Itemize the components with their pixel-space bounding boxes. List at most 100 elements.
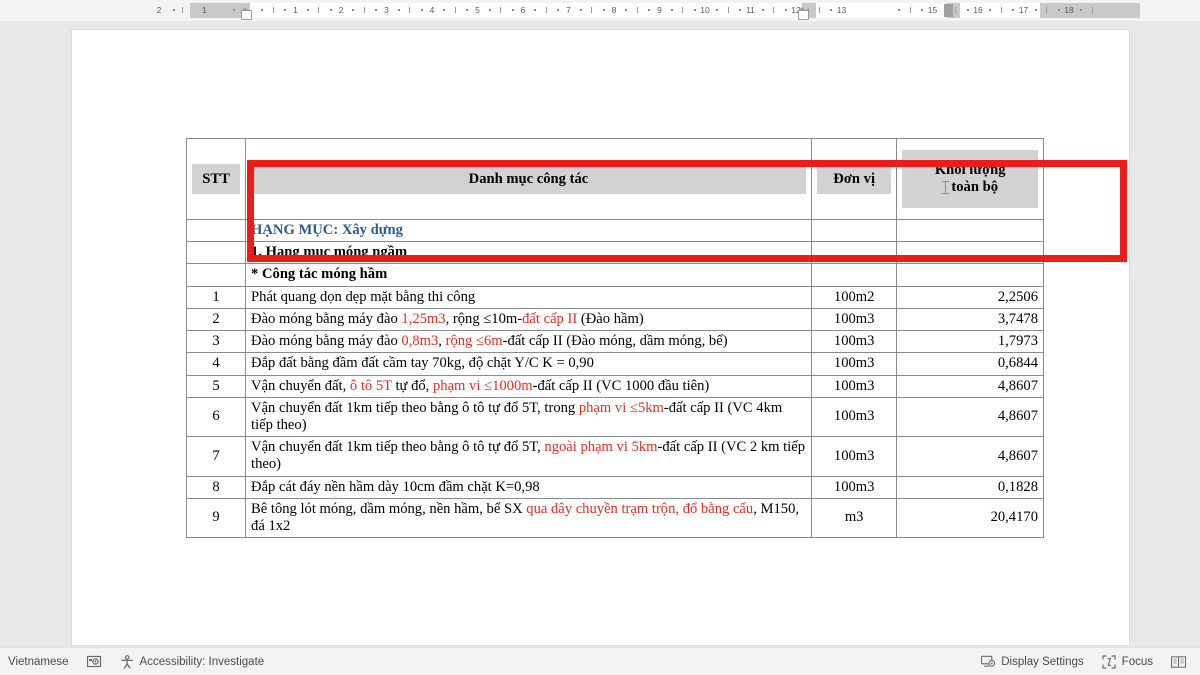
description-text-run: phạm vi ≤5km <box>578 399 664 416</box>
table-row[interactable]: 1 Phát quang dọn dẹp mặt bằng thi công 100… <box>185 285 1044 309</box>
ruler-tick-marks: 2 1 1 2 3 4 5 6 7 8 9 10 11 12 13 15 16 17 18 <box>0 0 1200 21</box>
table-row[interactable]: HẠNG MỤC: Xây dựng <box>185 218 1044 243</box>
language-label: Vietnamese <box>8 655 69 668</box>
accessibility-button[interactable]: Accessibility: Investigate <box>120 654 265 669</box>
cell-description[interactable]: Vận chuyển đất 1km tiếp theo bằng ô tô t… <box>245 436 812 477</box>
description-text-run: đất cấp II <box>522 310 578 327</box>
description-text-run: -đất cấp II (VC 1000 đầu tiên) <box>532 377 710 394</box>
cell-stt[interactable]: 8 <box>185 475 247 499</box>
header-cell-stt[interactable]: STT <box>185 138 247 220</box>
ruler-left-margin-zone <box>190 3 250 18</box>
description-text-run: 1. Hạng mục móng ngầm <box>251 244 408 261</box>
document-page[interactable]: STT Danh mục công tác Đơn vị Khối lượng <box>72 30 1129 645</box>
description-text-run: Vận chuyển đất 1km tiếp theo bằng ô tô t… <box>251 439 545 456</box>
cell-description[interactable]: Đào móng bằng máy đào 1,25m3, rộng ≤10m-… <box>245 307 812 332</box>
cell-unit[interactable]: 100m3 <box>810 396 898 438</box>
cell-description[interactable]: Vận chuyển đất 1km tiếp theo bằng ô tô t… <box>245 396 812 438</box>
cell-description[interactable]: * Công tác móng hầm <box>245 263 812 287</box>
read-mode-icon <box>1171 654 1186 669</box>
cell-stt[interactable] <box>185 218 247 243</box>
ruler-page-zone-c <box>960 3 1040 18</box>
cell-unit[interactable]: 100m3 <box>810 475 898 499</box>
left-indent-marker[interactable] <box>798 7 809 20</box>
cell-quantity[interactable]: 2,2506 <box>896 285 1044 309</box>
cell-quantity[interactable]: 3,7478 <box>896 307 1044 332</box>
accessibility-label: Accessibility: Investigate <box>139 655 265 668</box>
table-row[interactable]: 1. Hạng mục móng ngầm <box>185 241 1044 265</box>
header-unit-label: Đơn vị <box>816 164 892 194</box>
table-row[interactable]: 6 Vận chuyển đất 1km tiếp theo bằng ô tô … <box>185 396 1044 438</box>
cell-unit[interactable] <box>810 241 898 265</box>
display-settings-label: Display Settings <box>1001 655 1084 668</box>
cell-stt[interactable] <box>185 263 247 287</box>
cell-quantity[interactable]: 4,8607 <box>896 436 1044 477</box>
cell-unit[interactable]: 100m3 <box>810 352 898 376</box>
cell-stt[interactable]: 7 <box>185 436 247 477</box>
cell-unit[interactable]: m3 <box>810 497 898 539</box>
cell-quantity[interactable]: 0,1828 <box>896 475 1044 499</box>
table-row[interactable]: 5 Vận chuyển đất, ô tô 5T tự đổ, phạm vi … <box>185 374 1044 398</box>
table-row[interactable]: * Công tác móng hầm <box>185 263 1044 287</box>
description-text-run: rộng ≤6m <box>445 333 503 350</box>
cell-description[interactable]: Vận chuyển đất, ô tô 5T tự đổ, phạm vi ≤… <box>245 374 812 398</box>
display-settings-button[interactable]: Display Settings <box>981 654 1084 669</box>
cell-description[interactable]: 1. Hạng mục móng ngầm <box>245 241 812 265</box>
focus-label: Focus <box>1121 655 1153 668</box>
header-cell-unit[interactable]: Đơn vị <box>810 138 898 220</box>
cell-quantity[interactable]: 4,8607 <box>896 374 1044 398</box>
cell-stt[interactable] <box>185 241 247 265</box>
cell-stt[interactable]: 2 <box>185 307 247 332</box>
table-row[interactable]: 4 Đắp đất bằng đầm đất cầm tay 70kg, độ c… <box>185 352 1044 376</box>
table-row[interactable]: 8 Đắp cát đáy nền hầm dày 10cm đầm chặt K… <box>185 475 1044 499</box>
cell-quantity[interactable]: 1,7973 <box>896 330 1044 354</box>
hanging-indent-marker[interactable] <box>241 7 252 20</box>
cell-description[interactable]: Bê tông lót móng, dầm móng, nền hầm, bể … <box>245 497 812 539</box>
cell-quantity[interactable] <box>896 218 1044 243</box>
description-text-run: * Công tác móng hầm <box>251 266 388 283</box>
cell-quantity[interactable]: 20,4170 <box>896 497 1044 539</box>
cell-unit[interactable] <box>810 218 898 243</box>
cell-quantity[interactable] <box>896 241 1044 265</box>
cell-stt[interactable]: 4 <box>185 352 247 376</box>
cell-unit[interactable]: 100m3 <box>810 307 898 332</box>
cell-description[interactable]: HẠNG MỤC: Xây dựng <box>245 218 812 243</box>
accessibility-icon <box>120 654 135 669</box>
table-row[interactable]: 2 Đào móng bằng máy đào 1,25m3, rộng ≤10m… <box>185 307 1044 332</box>
description-text-run: -đất cấp II (Đào móng, dầm móng, bể) <box>502 333 728 350</box>
cell-description[interactable]: Đào móng bằng máy đào 0,8m3, rộng ≤6m-đấ… <box>245 330 812 354</box>
focus-mode-button[interactable]: Focus <box>1102 654 1153 669</box>
cell-description[interactable]: Đắp đất bằng đầm đất cầm tay 70kg, độ ch… <box>245 352 812 376</box>
cell-description[interactable]: Đắp cát đáy nền hầm dày 10cm đầm chặt K=… <box>245 475 812 499</box>
description-text-run: HẠNG MỤC: Xây dựng <box>251 222 403 238</box>
cell-description[interactable]: Phát quang dọn dẹp mặt bằng thi công <box>245 285 812 309</box>
work-items-table[interactable]: STT Danh mục công tác Đơn vị Khối lượng <box>185 138 1044 539</box>
cell-stt[interactable]: 3 <box>185 330 247 354</box>
header-cell-description[interactable]: Danh mục công tác <box>245 138 812 220</box>
tab-stop-marker[interactable] <box>944 4 953 17</box>
cell-unit[interactable] <box>810 263 898 287</box>
horizontal-ruler[interactable]: 2 1 1 2 3 4 5 6 7 8 9 10 11 12 13 15 16 17 18 <box>0 0 1200 21</box>
cell-stt[interactable]: 1 <box>185 285 247 309</box>
description-text-run: Phát quang dọn dẹp mặt bằng thi công <box>251 288 476 305</box>
table-row[interactable]: 3 Đào móng bằng máy đào 0,8m3, rộng ≤6m-đ… <box>185 330 1044 354</box>
cell-unit[interactable]: 100m3 <box>810 436 898 477</box>
cell-quantity[interactable] <box>896 263 1044 287</box>
cell-unit[interactable]: 100m3 <box>810 374 898 398</box>
cell-stt[interactable]: 6 <box>185 396 247 438</box>
cell-quantity[interactable]: 4,8607 <box>896 396 1044 438</box>
table-row[interactable]: 9 Bê tông lót móng, dầm móng, nền hầm, bể… <box>185 497 1044 539</box>
cell-unit[interactable]: 100m3 <box>810 330 898 354</box>
cell-quantity[interactable]: 0,6844 <box>896 352 1044 376</box>
language-indicator[interactable]: Vietnamese <box>8 656 69 668</box>
table-header-row: STT Danh mục công tác Đơn vị Khối lượng <box>185 138 1044 220</box>
display-settings-icon <box>981 654 996 669</box>
header-cell-quantity[interactable]: Khối lượng toàn bộ <box>896 138 1044 220</box>
table-row[interactable]: 7 Vận chuyển đất 1km tiếp theo bằng ô tô … <box>185 436 1044 477</box>
cell-stt[interactable]: 9 <box>185 497 247 539</box>
description-text-run: 1,25m3 <box>401 310 446 327</box>
header-quantity-band: Khối lượng toàn bộ <box>902 150 1038 208</box>
cell-unit[interactable]: 100m2 <box>810 285 898 309</box>
read-mode-button[interactable] <box>1171 654 1186 669</box>
cell-stt[interactable]: 5 <box>185 374 247 398</box>
macro-recording-button[interactable] <box>86 654 102 669</box>
